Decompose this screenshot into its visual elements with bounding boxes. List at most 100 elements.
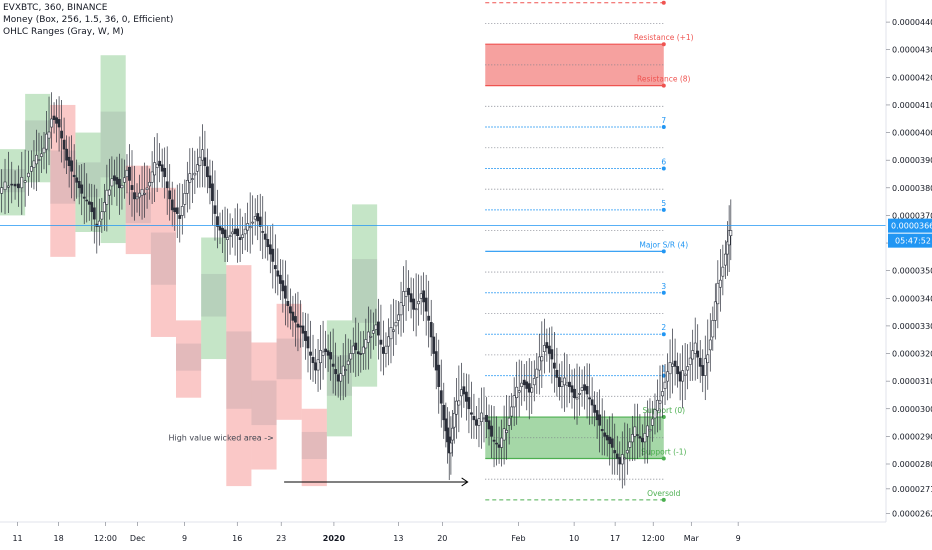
indicator-label[interactable]: Money (Box, 256, 1.5, 36, 0, Efficient): [3, 15, 174, 25]
candle-body: [148, 181, 152, 187]
candle-body: [13, 183, 17, 187]
y-tick-label: 0.00002710: [892, 485, 932, 494]
candle-body: [185, 179, 189, 194]
level-marker: [661, 166, 666, 171]
candle-body: [698, 357, 702, 367]
candle-body: [52, 115, 56, 120]
candle-body: [271, 248, 275, 262]
candle-body: [55, 117, 58, 124]
x-tick-label: 10: [569, 534, 579, 543]
x-tick-label: Feb: [511, 534, 525, 543]
candle-body: [470, 412, 473, 415]
candle-body: [120, 184, 124, 189]
candle-body: [173, 207, 177, 213]
candle-body: [485, 414, 488, 422]
candle-body: [729, 230, 733, 236]
candle-body: [160, 164, 164, 172]
candle-body: [231, 231, 234, 235]
candle-body: [150, 171, 154, 183]
candle-body: [344, 369, 348, 371]
ohlc-range-body: [352, 259, 378, 323]
x-tick-label: 9: [182, 534, 187, 543]
ohlc-range-body: [301, 431, 327, 460]
candle-body: [613, 450, 617, 454]
candle-body: [203, 157, 207, 167]
candle-body: [452, 412, 456, 428]
candle-body: [449, 442, 453, 454]
x-tick-label: 23: [276, 534, 286, 543]
candle-body: [359, 353, 363, 355]
candle-body: [341, 365, 345, 376]
indicator-label[interactable]: OHLC Ranges (Gray, W, M): [3, 27, 124, 37]
level-label: Major S/R (4): [639, 240, 688, 249]
legend: EVXBTC, 360, BINANCE Money (Box, 256, 1.…: [3, 2, 173, 38]
candle-body: [688, 357, 692, 365]
candle-body: [502, 428, 506, 441]
countdown-label: 05:47:52: [895, 237, 931, 246]
candle-body: [638, 436, 642, 439]
candle-body: [77, 180, 81, 189]
candle-body: [100, 211, 104, 220]
candle-body: [294, 316, 297, 323]
candle-body: [716, 282, 720, 305]
candle-body: [446, 427, 449, 443]
candle-body: [206, 166, 209, 178]
candle-body: [525, 381, 529, 389]
y-tick-label: 0.00003500: [892, 267, 932, 276]
candle-body: [671, 363, 674, 367]
x-tick-label: 16: [232, 534, 242, 543]
candle-body: [663, 381, 667, 389]
candle-body: [432, 336, 436, 354]
candle-body: [65, 148, 69, 161]
candle-body: [565, 382, 569, 386]
candle-body: [319, 350, 322, 364]
candle-body: [459, 389, 463, 397]
candle-body: [3, 181, 7, 190]
x-tick-label: 13: [393, 534, 403, 543]
candle-body: [610, 438, 614, 448]
candle-body: [727, 230, 731, 246]
candle-body: [475, 419, 478, 426]
candle-body: [309, 351, 312, 356]
candle-body: [128, 166, 131, 181]
candle-body: [701, 365, 705, 376]
candle-body: [301, 325, 305, 334]
candle-body: [165, 181, 169, 189]
y-tick-label: 0.00003700: [892, 211, 932, 220]
candle-body: [515, 386, 519, 399]
candle-body: [102, 202, 106, 213]
candle-body: [409, 293, 413, 303]
candle-body: [20, 177, 24, 189]
candle-body: [70, 160, 74, 172]
level-marker: [661, 332, 666, 337]
candle-body: [507, 417, 511, 426]
candle-body: [490, 425, 493, 437]
candle-body: [190, 178, 194, 180]
candle-body: [402, 291, 405, 306]
candle-body: [233, 228, 237, 235]
candle-body: [397, 314, 400, 321]
candle-body: [651, 418, 654, 426]
symbol-title[interactable]: EVXBTC, 360, BINANCE: [3, 3, 108, 13]
level-marker: [661, 83, 666, 88]
candle-body: [412, 298, 416, 310]
candle-body: [442, 404, 446, 421]
candle-body: [221, 227, 224, 235]
candle-body: [85, 199, 89, 202]
candle-body: [97, 220, 101, 227]
candle-body: [311, 357, 315, 364]
candle-body: [389, 327, 393, 340]
level-label: 7: [661, 116, 666, 125]
candle-body: [542, 345, 546, 352]
level-marker: [661, 0, 666, 5]
candle-body: [583, 384, 586, 391]
candle-body: [472, 415, 476, 421]
level-label: 2: [661, 323, 666, 332]
candle-body: [384, 345, 388, 354]
level-marker: [661, 42, 666, 47]
candle-body: [45, 133, 48, 150]
candle-body: [316, 359, 320, 371]
candle-body: [512, 395, 516, 408]
